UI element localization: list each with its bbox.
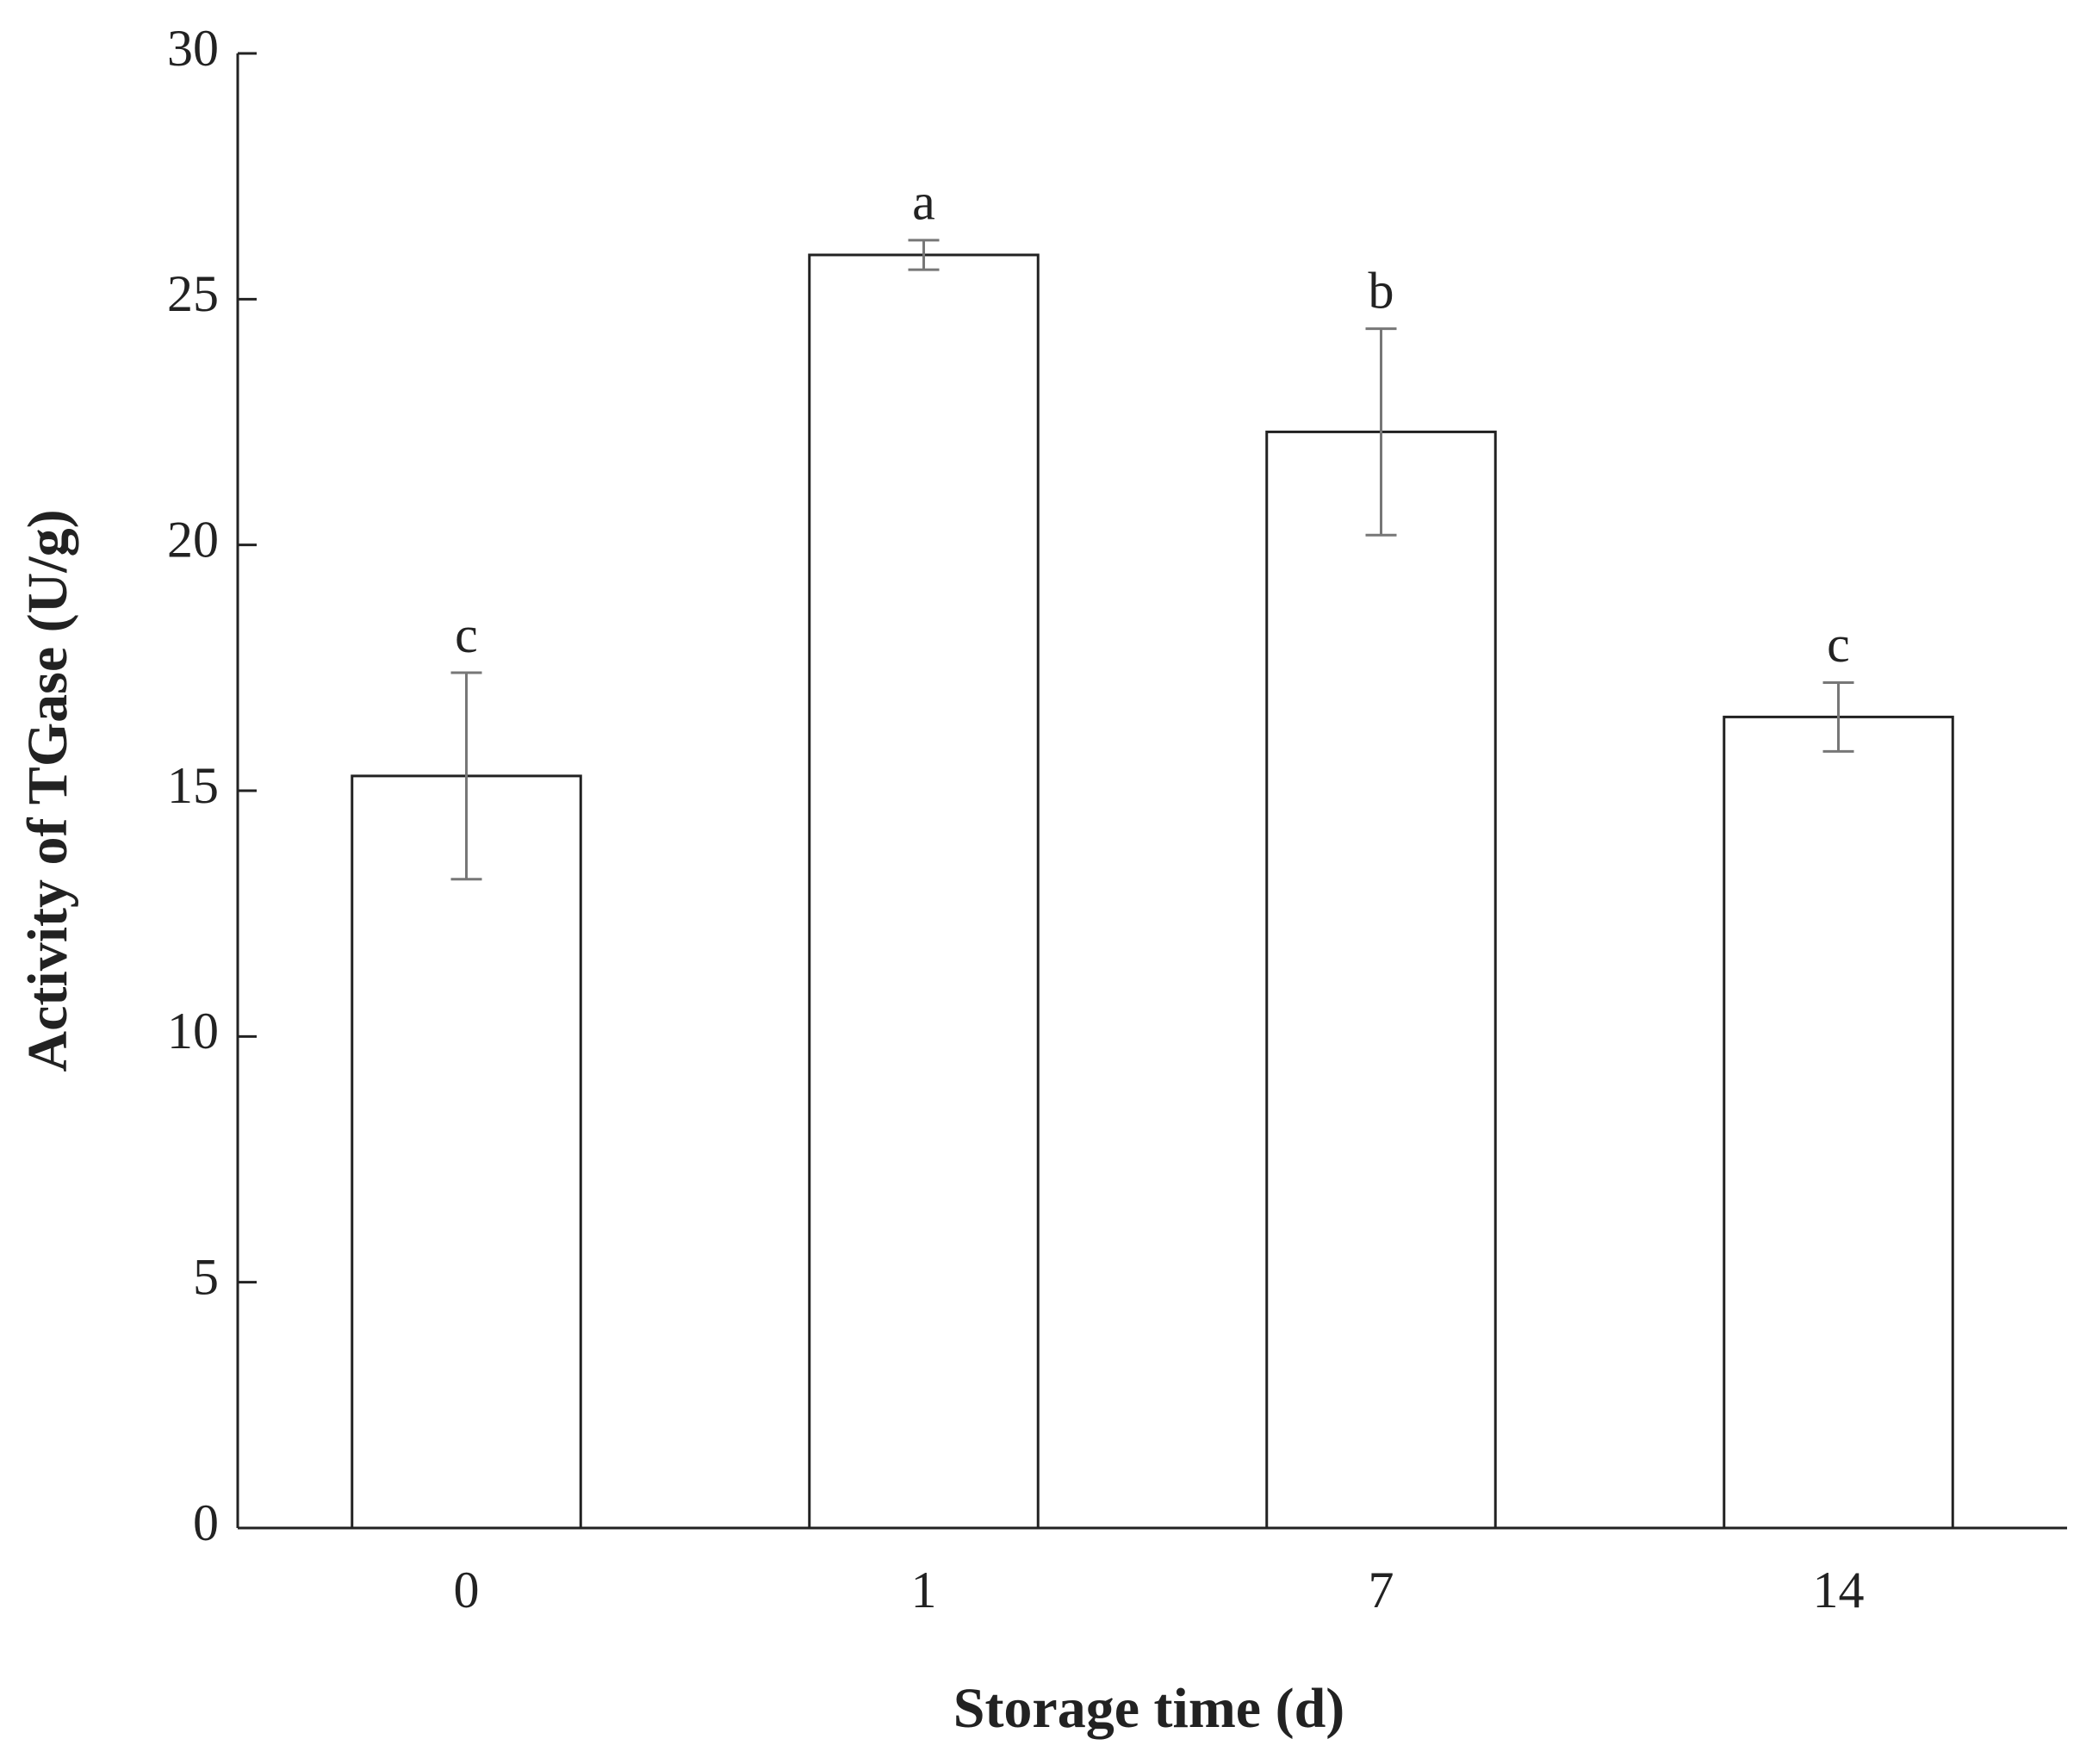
bar: [351, 774, 582, 1530]
significance-label: a: [912, 174, 935, 231]
y-axis-title: Activity of TGase (U/g): [16, 509, 79, 1071]
y-tick-label: 25: [167, 265, 219, 322]
y-tick-label: 20: [167, 511, 219, 568]
y-tick-label: 5: [193, 1248, 219, 1305]
significance-label: c: [1827, 616, 1850, 673]
y-tick-label: 30: [167, 20, 219, 77]
y-tick-label: 10: [167, 1003, 219, 1059]
bar: [1265, 430, 1497, 1530]
y-tick-label: 0: [193, 1494, 219, 1551]
x-tick-label: 0: [454, 1562, 480, 1618]
y-tick-label: 15: [167, 757, 219, 814]
bar: [808, 253, 1040, 1530]
significance-label: b: [1369, 262, 1394, 319]
x-tick-label: 14: [1813, 1562, 1865, 1618]
bar: [1723, 715, 1954, 1530]
x-tick-label: 7: [1369, 1562, 1394, 1618]
x-axis-title: Storage time (d): [953, 1677, 1345, 1740]
significance-label: c: [455, 606, 478, 663]
x-tick-label: 1: [911, 1562, 937, 1618]
